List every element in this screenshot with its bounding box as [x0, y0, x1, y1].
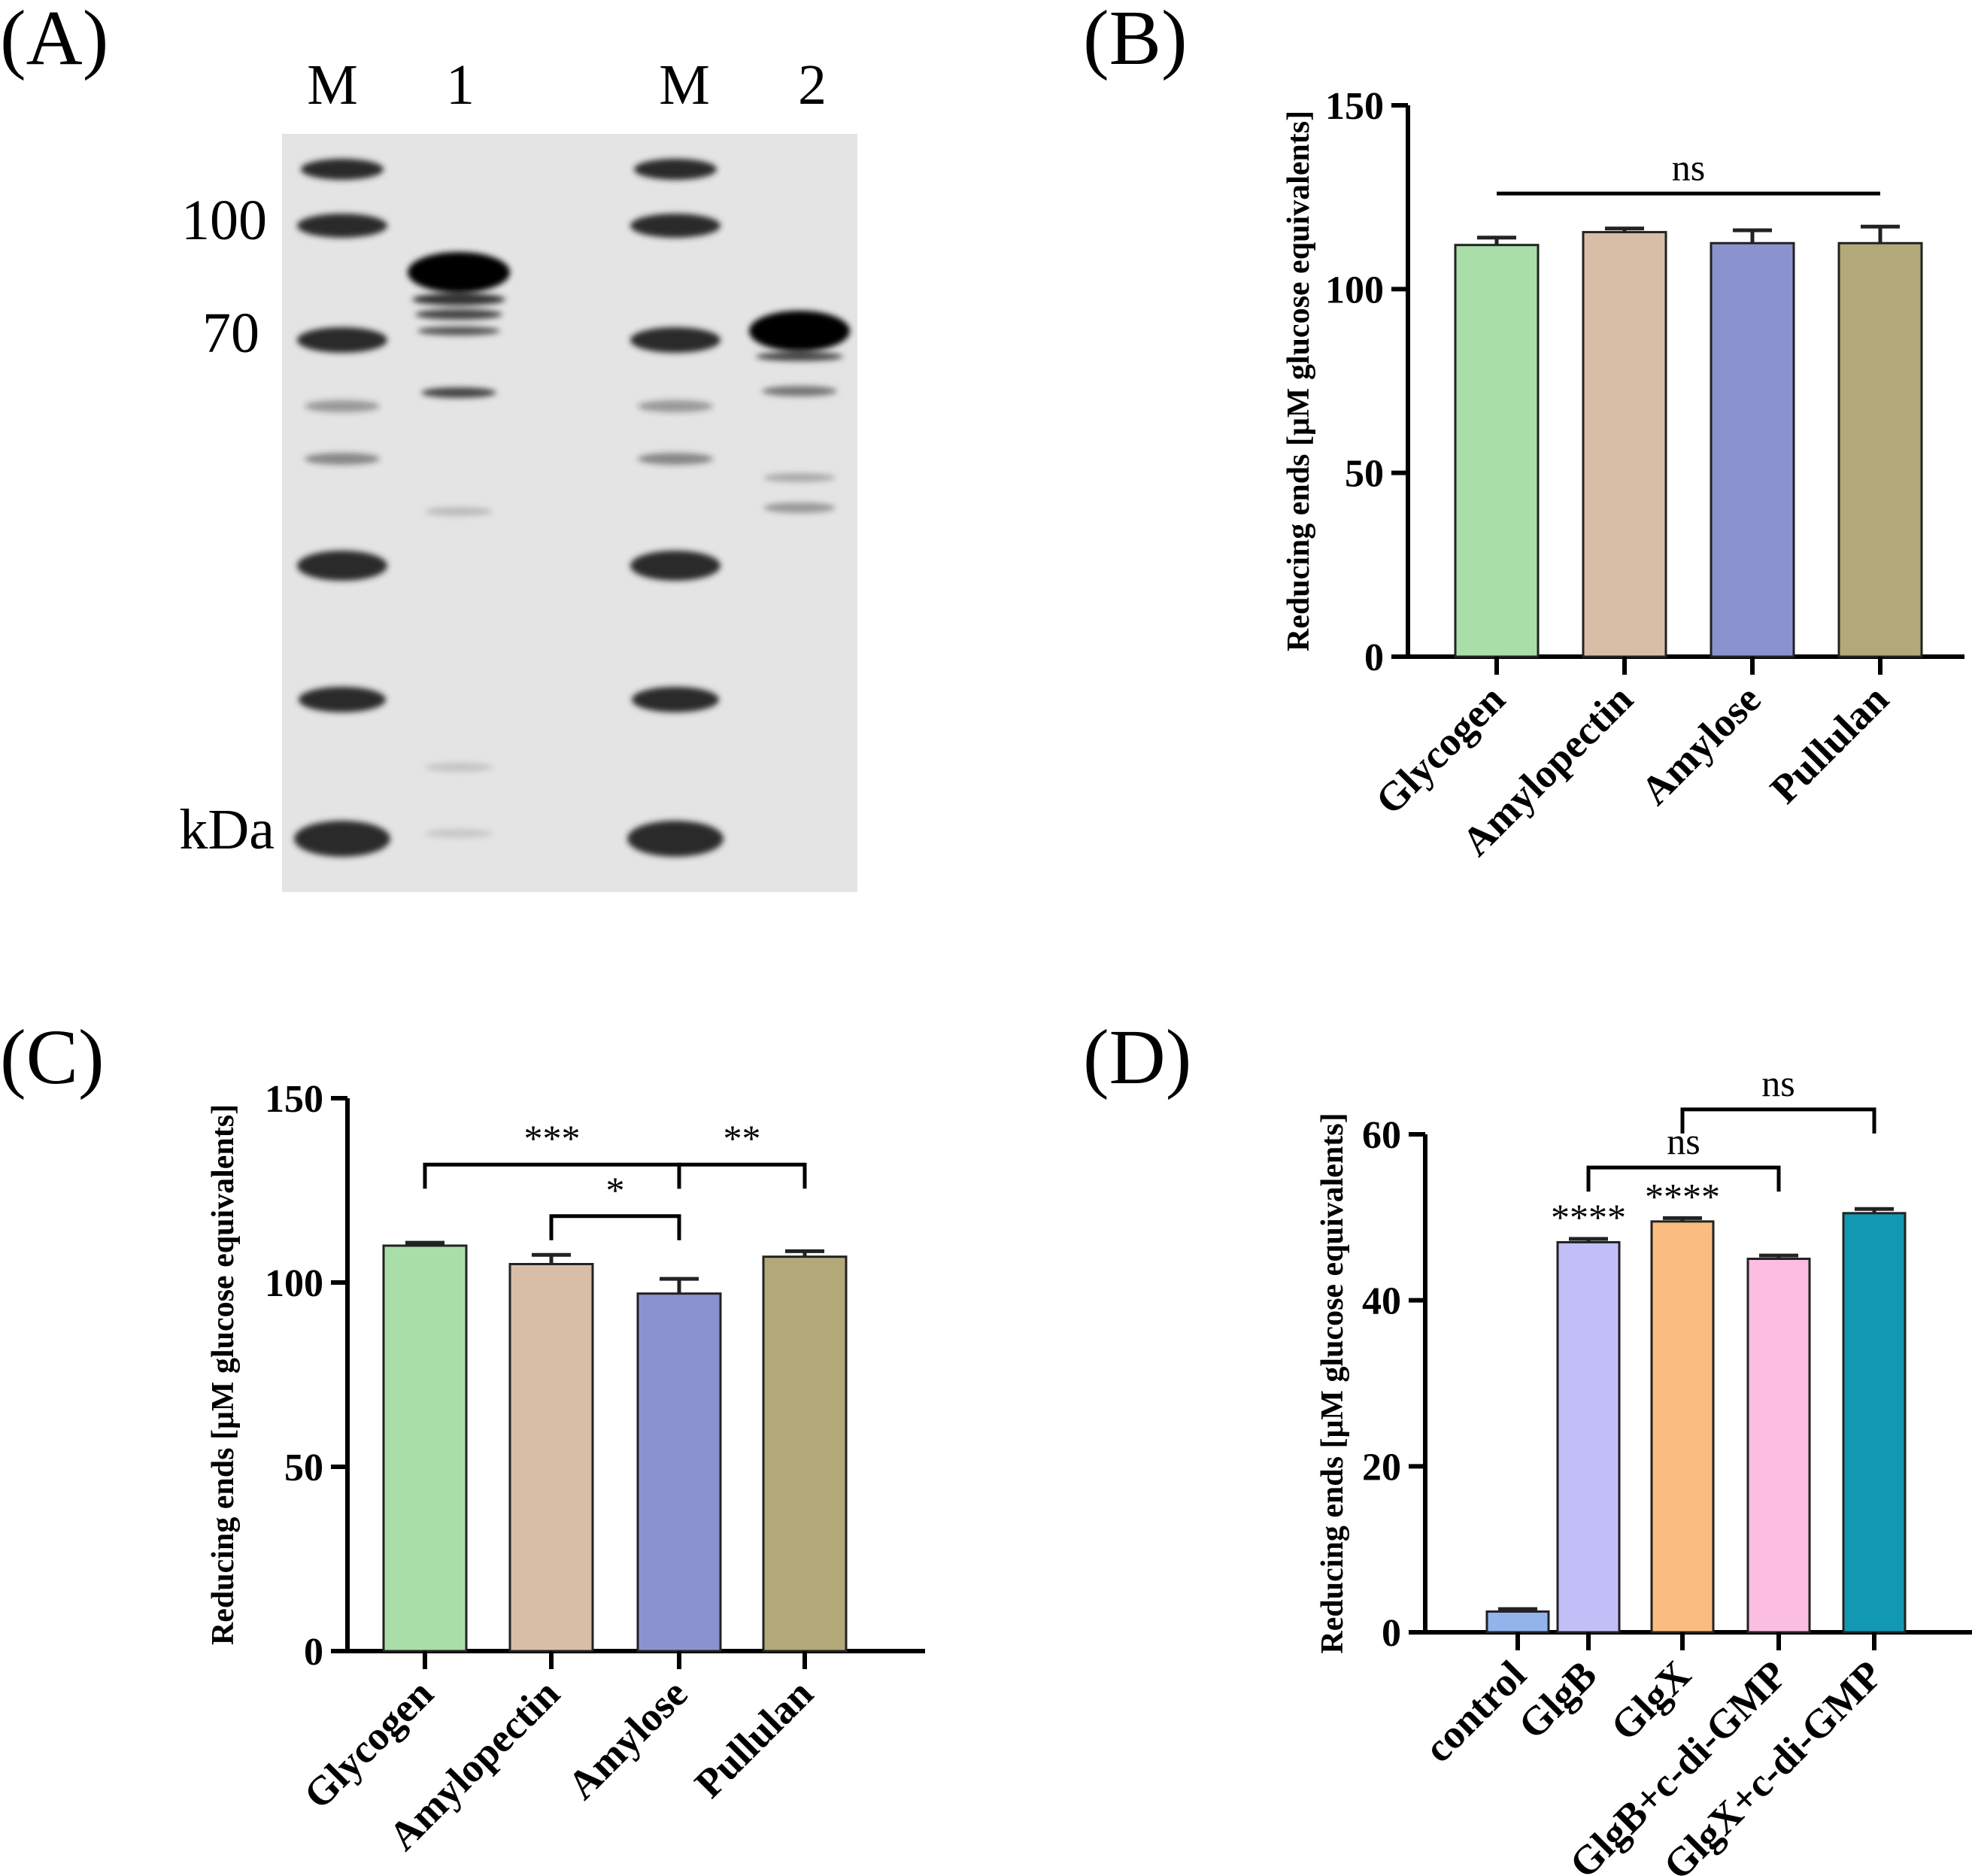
panel-label-c: (C) — [0, 1014, 105, 1100]
bar-significance-label: **** — [1645, 1175, 1720, 1217]
y-tick-label: 0 — [1382, 1612, 1401, 1655]
significance-label: ns — [1761, 1062, 1795, 1104]
y-tick-label: 100 — [265, 1262, 323, 1305]
significance-label: * — [606, 1169, 625, 1211]
y-tick-label: 150 — [265, 1078, 323, 1121]
significance-label: ns — [1672, 146, 1705, 188]
chart-b: 0 50 100 150 Reducing ends [μM glucose equiv… — [1282, 85, 1964, 864]
y-tick-label: 50 — [284, 1446, 323, 1489]
panel-label-b: (B) — [1083, 0, 1188, 81]
bar — [1454, 244, 1540, 658]
panel-label-d: (D) — [1083, 1014, 1191, 1100]
chart-d: 0 20 40 60 Reducing ends [μM glucose equival… — [1315, 1062, 1972, 1876]
y-tick-label: 40 — [1362, 1280, 1401, 1323]
y-tick-label: 150 — [1325, 85, 1384, 128]
significance-bracket — [677, 1162, 807, 1189]
y-tick-label: 100 — [1325, 269, 1384, 311]
significance-bracket — [1586, 1165, 1781, 1192]
marker-label-100: 100 — [181, 189, 267, 252]
significance-bracket — [1680, 1107, 1876, 1134]
y-tick-label: 50 — [1345, 453, 1384, 496]
gel-image — [282, 134, 857, 892]
bar — [1650, 1220, 1715, 1634]
x-tick-label: Pullulan — [1761, 676, 1897, 812]
lane-label-1: 1 — [446, 53, 475, 117]
bar — [382, 1244, 468, 1653]
x-tick-label: GlgB — [1509, 1652, 1605, 1747]
bar — [508, 1263, 594, 1653]
y-tick-label: 60 — [1362, 1114, 1401, 1157]
bar-significance-label: **** — [1551, 1196, 1626, 1238]
significance-bracket — [549, 1214, 681, 1240]
bar — [636, 1292, 722, 1653]
y-tick-label: 0 — [1364, 636, 1384, 679]
x-tick-label: Amylose — [559, 1671, 696, 1808]
significance-bracket — [423, 1162, 681, 1189]
panel-label-a: (A) — [0, 0, 108, 81]
lane-label-m2: M — [659, 53, 710, 117]
lane-label-2: 2 — [798, 53, 827, 117]
y-axis-label: Reducing ends [μM glucose equivalents] — [1315, 1113, 1350, 1653]
marker-lane-1 — [294, 159, 390, 857]
x-tick-label: Pullulan — [686, 1671, 821, 1806]
y-tick-label: 20 — [1362, 1446, 1401, 1489]
y-tick-label: 0 — [304, 1631, 323, 1674]
gel-panel: M 1 M 2 100 70 kDa — [179, 53, 857, 892]
marker-lane-2 — [627, 159, 724, 857]
bar — [1710, 241, 1795, 658]
significance-label: *** — [524, 1117, 581, 1159]
bar — [1582, 231, 1667, 658]
marker-label-70: 70 — [202, 302, 259, 365]
bar — [1485, 1610, 1550, 1634]
bar — [1556, 1240, 1621, 1634]
bar — [1842, 1212, 1907, 1634]
marker-label-kda: kDa — [179, 798, 275, 861]
y-axis-label: Reducing ends [μM glucose equivalents] — [1282, 111, 1316, 651]
y-axis-label: Reducing ends [μM glucose equivalents] — [206, 1104, 241, 1645]
chart-c: 0 50 100 150 Reducing ends [μM glucose equiv… — [206, 1078, 925, 1859]
bar — [1746, 1258, 1811, 1634]
lane-label-m1: M — [307, 53, 358, 117]
significance-label: ** — [724, 1117, 761, 1159]
x-tick-label: Amylose — [1632, 676, 1769, 813]
sample-lane-1 — [408, 252, 510, 838]
bar — [762, 1255, 848, 1653]
sample-lane-2 — [749, 311, 850, 513]
bar — [1837, 241, 1923, 658]
